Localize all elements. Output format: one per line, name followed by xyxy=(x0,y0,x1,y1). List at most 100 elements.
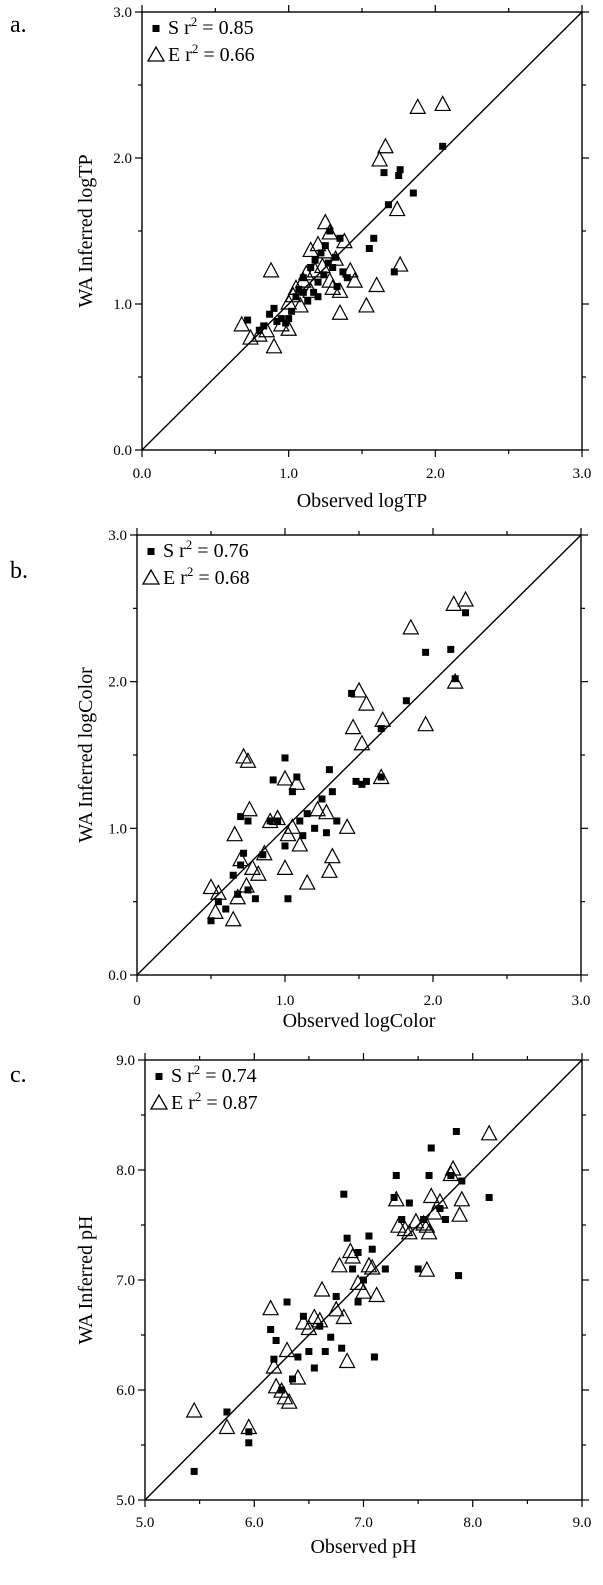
data-point-e xyxy=(418,1260,436,1277)
x-axis-title: Observed pH xyxy=(310,1536,416,1558)
data-point-e xyxy=(320,862,338,878)
data-point-s xyxy=(288,307,296,315)
data-point-e xyxy=(446,672,464,689)
data-point-e xyxy=(276,1388,294,1405)
panel-label: c. xyxy=(10,1062,27,1088)
data-point-s xyxy=(281,754,289,762)
y-tick-label: 0.0 xyxy=(108,968,127,984)
data-point-s xyxy=(349,1265,357,1273)
data-point-e xyxy=(321,271,339,288)
data-point-e xyxy=(350,681,368,698)
data-point-e xyxy=(313,257,331,274)
legend-triangle-marker xyxy=(146,45,166,62)
data-point-s xyxy=(267,1326,275,1333)
data-point-e xyxy=(341,261,359,278)
data-point-s xyxy=(310,288,318,296)
x-tick-label: 2.0 xyxy=(426,466,445,482)
data-point-s xyxy=(316,1322,324,1330)
data-point-s xyxy=(439,142,447,150)
x-tick-label: 9.0 xyxy=(573,1515,592,1531)
data-point-e xyxy=(331,303,349,320)
one-to-one-line xyxy=(136,534,582,976)
data-point-s xyxy=(269,776,277,784)
data-point-s xyxy=(462,609,470,617)
data-point-s xyxy=(414,1265,422,1273)
legend-triangle-marker xyxy=(141,568,161,585)
data-point-e xyxy=(331,282,349,298)
data-point-e xyxy=(265,337,283,354)
data-point-e xyxy=(202,878,220,895)
data-point-e xyxy=(344,1247,362,1264)
data-point-s xyxy=(299,274,307,282)
data-point-e xyxy=(239,752,257,768)
data-point-s xyxy=(485,1194,493,1201)
data-point-s xyxy=(244,817,252,825)
data-point-s xyxy=(214,898,222,906)
data-point-e xyxy=(309,235,327,252)
data-point-e xyxy=(415,1214,433,1231)
data-point-s xyxy=(282,319,290,327)
data-point-e xyxy=(338,1352,356,1369)
data-point-s xyxy=(425,1172,433,1179)
x-tick-label: 0 xyxy=(133,993,141,1009)
data-point-s xyxy=(348,689,356,697)
data-point-s xyxy=(370,1353,378,1361)
x-tick-label: 6.0 xyxy=(245,1515,264,1531)
data-point-s xyxy=(240,849,248,857)
data-point-e xyxy=(209,884,227,900)
data-point-e xyxy=(434,95,452,112)
data-point-s xyxy=(207,917,215,925)
data-point-e xyxy=(249,864,267,881)
x-tick-label: 3.0 xyxy=(573,466,592,482)
data-point-e xyxy=(338,818,356,834)
data-point-e xyxy=(346,271,364,288)
data-point-s xyxy=(284,895,292,903)
data-point-s xyxy=(283,1298,291,1306)
data-point-e xyxy=(317,803,335,820)
data-point-e xyxy=(371,150,389,167)
data-point-e xyxy=(341,1242,359,1259)
data-point-s xyxy=(190,1467,198,1475)
data-point-e xyxy=(360,1256,378,1273)
panel-label: a. xyxy=(10,12,27,38)
data-point-s xyxy=(327,1333,335,1341)
data-point-s xyxy=(266,310,274,318)
data-point-s xyxy=(343,1234,351,1242)
data-point-s xyxy=(333,817,341,825)
data-point-e xyxy=(262,261,280,278)
data-point-e xyxy=(374,710,392,727)
data-point-s xyxy=(320,271,328,279)
chart-panel-a: 0.0 1.0 2.0 3.0 0.0 1.0 2.0 3.0 Observed logTP WA… xyxy=(10,5,592,512)
data-point-s xyxy=(326,227,334,235)
data-point-e xyxy=(224,910,242,927)
data-point-s xyxy=(332,1293,340,1300)
data-point-s xyxy=(340,1190,348,1198)
legend-entry-text: S r2 = 0.76 xyxy=(163,537,249,562)
data-point-s xyxy=(260,322,268,330)
data-point-s xyxy=(266,817,274,825)
data-point-s xyxy=(322,829,330,837)
data-point-s xyxy=(354,1249,362,1256)
data-point-e xyxy=(344,718,362,735)
data-point-s xyxy=(451,675,459,683)
data-point-s xyxy=(299,1312,307,1320)
data-point-e xyxy=(306,261,324,278)
data-point-e xyxy=(302,282,320,298)
data-point-s xyxy=(244,316,252,324)
legend-entry-text: S r2 = 0.85 xyxy=(168,14,254,39)
data-point-s xyxy=(365,1232,373,1240)
data-point-s xyxy=(324,259,332,267)
x-tick-label: 1.0 xyxy=(276,993,295,1009)
data-point-e xyxy=(372,768,390,785)
data-point-s xyxy=(292,293,300,301)
legend-entry-text: E r2 = 0.87 xyxy=(171,1089,258,1114)
y-axis-title: WA Inferred logTP xyxy=(75,154,97,307)
data-point-e xyxy=(391,255,409,272)
data-point-s xyxy=(358,780,366,788)
data-point-e xyxy=(255,844,273,861)
data-point-s xyxy=(343,274,351,282)
data-point-s xyxy=(422,648,430,656)
data-point-s xyxy=(311,824,319,832)
y-tick-label: 1.0 xyxy=(113,297,132,313)
